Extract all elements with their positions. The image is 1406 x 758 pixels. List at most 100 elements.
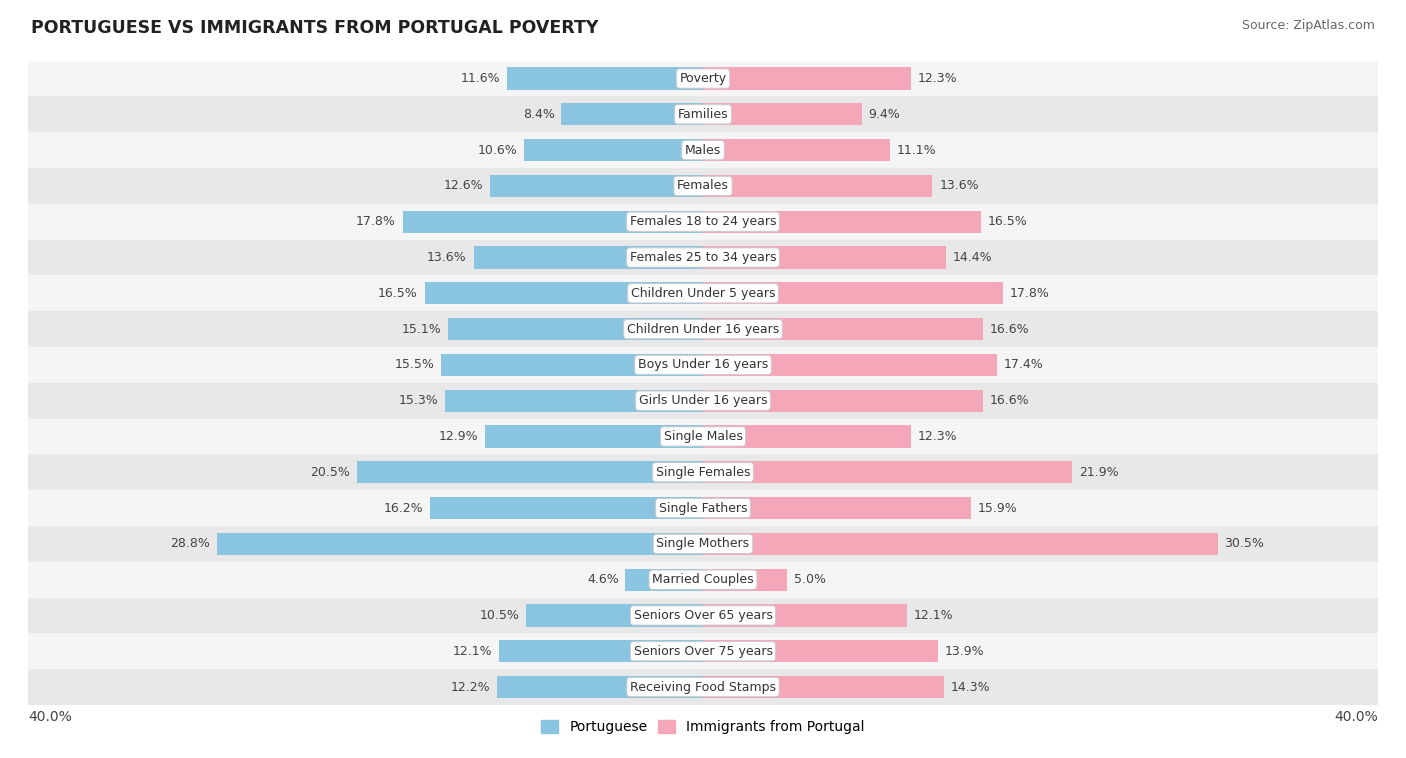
Text: Single Fathers: Single Fathers: [659, 502, 747, 515]
Text: PORTUGUESE VS IMMIGRANTS FROM PORTUGAL POVERTY: PORTUGUESE VS IMMIGRANTS FROM PORTUGAL P…: [31, 19, 599, 37]
Text: Seniors Over 65 years: Seniors Over 65 years: [634, 609, 772, 622]
Text: 5.0%: 5.0%: [794, 573, 827, 586]
Bar: [28, 562, 1378, 597]
Text: Children Under 5 years: Children Under 5 years: [631, 287, 775, 300]
Bar: [703, 103, 862, 125]
Text: 8.4%: 8.4%: [523, 108, 554, 121]
Bar: [703, 175, 932, 197]
Text: 21.9%: 21.9%: [1080, 465, 1119, 479]
Bar: [703, 604, 907, 627]
Text: 13.6%: 13.6%: [939, 180, 979, 193]
Bar: [524, 139, 703, 161]
Bar: [28, 418, 1378, 454]
Bar: [703, 641, 938, 662]
Bar: [402, 211, 703, 233]
Text: 20.5%: 20.5%: [311, 465, 350, 479]
Text: 15.3%: 15.3%: [398, 394, 439, 407]
Text: 40.0%: 40.0%: [1334, 710, 1378, 725]
Text: 16.5%: 16.5%: [988, 215, 1028, 228]
Text: Married Couples: Married Couples: [652, 573, 754, 586]
Text: Females 18 to 24 years: Females 18 to 24 years: [630, 215, 776, 228]
Text: 40.0%: 40.0%: [28, 710, 72, 725]
Text: 12.9%: 12.9%: [439, 430, 478, 443]
Legend: Portuguese, Immigrants from Portugal: Portuguese, Immigrants from Portugal: [536, 715, 870, 740]
Text: 15.5%: 15.5%: [395, 359, 434, 371]
Bar: [703, 246, 946, 268]
Bar: [626, 568, 703, 590]
Bar: [561, 103, 703, 125]
Bar: [703, 497, 972, 519]
Bar: [357, 461, 703, 484]
Text: Single Females: Single Females: [655, 465, 751, 479]
Text: 17.4%: 17.4%: [1004, 359, 1043, 371]
Text: 14.3%: 14.3%: [950, 681, 991, 694]
Bar: [28, 275, 1378, 312]
Bar: [485, 425, 703, 447]
Text: 12.3%: 12.3%: [917, 72, 957, 85]
Bar: [703, 568, 787, 590]
Text: 12.1%: 12.1%: [914, 609, 953, 622]
Text: 4.6%: 4.6%: [586, 573, 619, 586]
Text: 14.4%: 14.4%: [953, 251, 993, 264]
Bar: [703, 425, 911, 447]
Text: 12.1%: 12.1%: [453, 645, 492, 658]
Text: 15.9%: 15.9%: [979, 502, 1018, 515]
Text: 11.6%: 11.6%: [461, 72, 501, 85]
Text: 12.2%: 12.2%: [451, 681, 491, 694]
Text: Single Males: Single Males: [664, 430, 742, 443]
Text: 9.4%: 9.4%: [869, 108, 900, 121]
Bar: [28, 454, 1378, 490]
Text: 16.6%: 16.6%: [990, 394, 1029, 407]
Bar: [491, 175, 703, 197]
Bar: [28, 204, 1378, 240]
Bar: [28, 347, 1378, 383]
Bar: [28, 96, 1378, 132]
Text: Single Mothers: Single Mothers: [657, 537, 749, 550]
Bar: [28, 526, 1378, 562]
Bar: [703, 318, 983, 340]
Bar: [28, 634, 1378, 669]
Text: 10.5%: 10.5%: [479, 609, 519, 622]
Text: 17.8%: 17.8%: [356, 215, 396, 228]
Bar: [526, 604, 703, 627]
Text: 13.9%: 13.9%: [945, 645, 984, 658]
Text: 16.5%: 16.5%: [378, 287, 418, 300]
Text: 13.6%: 13.6%: [427, 251, 467, 264]
Text: 12.6%: 12.6%: [444, 180, 484, 193]
Bar: [28, 168, 1378, 204]
Text: 16.6%: 16.6%: [990, 323, 1029, 336]
Bar: [703, 67, 911, 89]
Bar: [28, 132, 1378, 168]
Bar: [703, 139, 890, 161]
Bar: [703, 282, 1004, 305]
Bar: [703, 676, 945, 698]
Bar: [498, 676, 703, 698]
Text: Children Under 16 years: Children Under 16 years: [627, 323, 779, 336]
Bar: [703, 533, 1218, 555]
Bar: [28, 383, 1378, 418]
Text: Poverty: Poverty: [679, 72, 727, 85]
Bar: [703, 211, 981, 233]
Text: 28.8%: 28.8%: [170, 537, 211, 550]
Text: Females 25 to 34 years: Females 25 to 34 years: [630, 251, 776, 264]
Bar: [430, 497, 703, 519]
Bar: [28, 597, 1378, 634]
Bar: [449, 318, 703, 340]
Bar: [28, 240, 1378, 275]
Bar: [28, 61, 1378, 96]
Text: Seniors Over 75 years: Seniors Over 75 years: [634, 645, 772, 658]
Bar: [474, 246, 703, 268]
Text: 15.1%: 15.1%: [402, 323, 441, 336]
Bar: [703, 461, 1073, 484]
Text: Receiving Food Stamps: Receiving Food Stamps: [630, 681, 776, 694]
Bar: [508, 67, 703, 89]
Text: Source: ZipAtlas.com: Source: ZipAtlas.com: [1241, 19, 1375, 32]
Bar: [28, 490, 1378, 526]
Bar: [425, 282, 703, 305]
Bar: [28, 312, 1378, 347]
Text: 30.5%: 30.5%: [1225, 537, 1264, 550]
Bar: [217, 533, 703, 555]
Text: Males: Males: [685, 143, 721, 157]
Text: 10.6%: 10.6%: [478, 143, 517, 157]
Text: Girls Under 16 years: Girls Under 16 years: [638, 394, 768, 407]
